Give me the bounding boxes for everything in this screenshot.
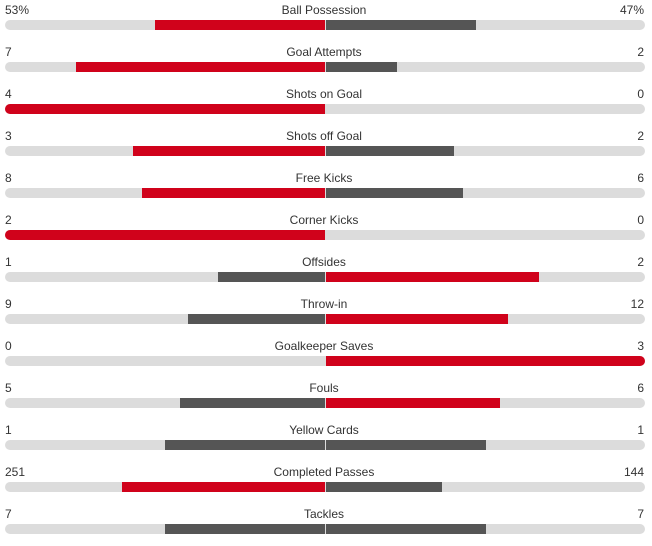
- away-bar: [326, 524, 486, 534]
- stat-away-value: 3: [637, 339, 644, 353]
- stat-row: 2 Corner Kicks 0: [0, 210, 652, 252]
- home-bar: [5, 104, 325, 114]
- stat-row: 53% Ball Possession 47%: [0, 0, 652, 42]
- stat-away-value: 144: [623, 465, 644, 479]
- stat-home-value: 53%: [5, 3, 30, 17]
- stat-away-value: 6: [637, 381, 644, 395]
- away-bar: [326, 314, 508, 324]
- away-bar: [326, 272, 539, 282]
- stat-row: 251 Completed Passes 144: [0, 462, 652, 504]
- away-bar: [326, 440, 486, 450]
- stat-row: 5 Fouls 6: [0, 378, 652, 420]
- away-bar: [326, 146, 454, 156]
- stat-home-value: 4: [5, 87, 12, 101]
- stat-away-value: 12: [630, 297, 644, 311]
- home-bar: [165, 440, 325, 450]
- home-bar: [188, 314, 325, 324]
- stat-track: [5, 398, 645, 408]
- home-bar: [180, 398, 325, 408]
- stat-name: Goalkeeper Saves: [274, 339, 374, 353]
- stat-away-value: 2: [637, 45, 644, 59]
- stat-home-value: 7: [5, 45, 12, 59]
- stat-home-value: 8: [5, 171, 12, 185]
- stat-row: 8 Free Kicks 6: [0, 168, 652, 210]
- stat-away-value: 6: [637, 171, 644, 185]
- stat-away-value: 1: [637, 423, 644, 437]
- stat-name: Throw-in: [300, 297, 348, 311]
- stat-name: Free Kicks: [295, 171, 353, 185]
- stat-name: Offsides: [302, 255, 346, 269]
- stat-track: [5, 20, 645, 30]
- stat-away-value: 2: [637, 129, 644, 143]
- away-bar: [326, 62, 397, 72]
- stat-row: 9 Throw-in 12: [0, 294, 652, 336]
- stat-home-value: 1: [5, 255, 12, 269]
- away-bar: [326, 188, 463, 198]
- home-bar: [76, 62, 325, 72]
- stat-track: [5, 356, 645, 366]
- stat-row: 0 Goalkeeper Saves 3: [0, 336, 652, 378]
- stat-away-value: 0: [637, 213, 644, 227]
- stat-away-value: 2: [637, 255, 644, 269]
- home-bar: [142, 188, 325, 198]
- stat-home-value: 251: [5, 465, 26, 479]
- stat-home-value: 9: [5, 297, 12, 311]
- away-bar: [326, 398, 500, 408]
- stat-row: 3 Shots off Goal 2: [0, 126, 652, 168]
- stat-home-value: 7: [5, 507, 12, 521]
- stat-home-value: 5: [5, 381, 12, 395]
- stat-track: [5, 440, 645, 450]
- stat-name: Yellow Cards: [289, 423, 359, 437]
- stat-home-value: 3: [5, 129, 12, 143]
- stat-name: Goal Attempts: [286, 45, 362, 59]
- stat-home-value: 1: [5, 423, 12, 437]
- stat-name: Shots off Goal: [286, 129, 362, 143]
- away-bar: [326, 482, 442, 492]
- stat-away-value: 7: [637, 507, 644, 521]
- stat-track: [5, 314, 645, 324]
- home-bar: [218, 272, 325, 282]
- home-bar: [5, 230, 325, 240]
- stat-row: 4 Shots on Goal 0: [0, 84, 652, 126]
- home-bar: [155, 20, 325, 30]
- stat-home-value: 2: [5, 213, 12, 227]
- stat-away-value: 47%: [619, 3, 644, 17]
- stat-track: [5, 188, 645, 198]
- stat-name: Ball Possession: [281, 3, 367, 17]
- stat-row: 7 Goal Attempts 2: [0, 42, 652, 84]
- stat-name: Fouls: [309, 381, 339, 395]
- stat-track: [5, 230, 645, 240]
- stat-away-value: 0: [637, 87, 644, 101]
- away-bar: [326, 20, 476, 30]
- stat-row: 7 Tackles 7: [0, 504, 652, 546]
- stat-name: Completed Passes: [273, 465, 375, 479]
- home-bar: [122, 482, 325, 492]
- stat-track: [5, 146, 645, 156]
- stat-track: [5, 524, 645, 534]
- away-bar: [326, 356, 645, 366]
- stat-row: 1 Yellow Cards 1: [0, 420, 652, 462]
- home-bar: [133, 146, 325, 156]
- home-bar: [165, 524, 325, 534]
- stat-home-value: 0: [5, 339, 12, 353]
- stat-name: Shots on Goal: [285, 87, 363, 101]
- stat-name: Corner Kicks: [289, 213, 359, 227]
- stat-track: [5, 272, 645, 282]
- stat-row: 1 Offsides 2: [0, 252, 652, 294]
- stat-track: [5, 104, 645, 114]
- stat-track: [5, 482, 645, 492]
- stat-name: Tackles: [303, 507, 345, 521]
- stat-track: [5, 62, 645, 72]
